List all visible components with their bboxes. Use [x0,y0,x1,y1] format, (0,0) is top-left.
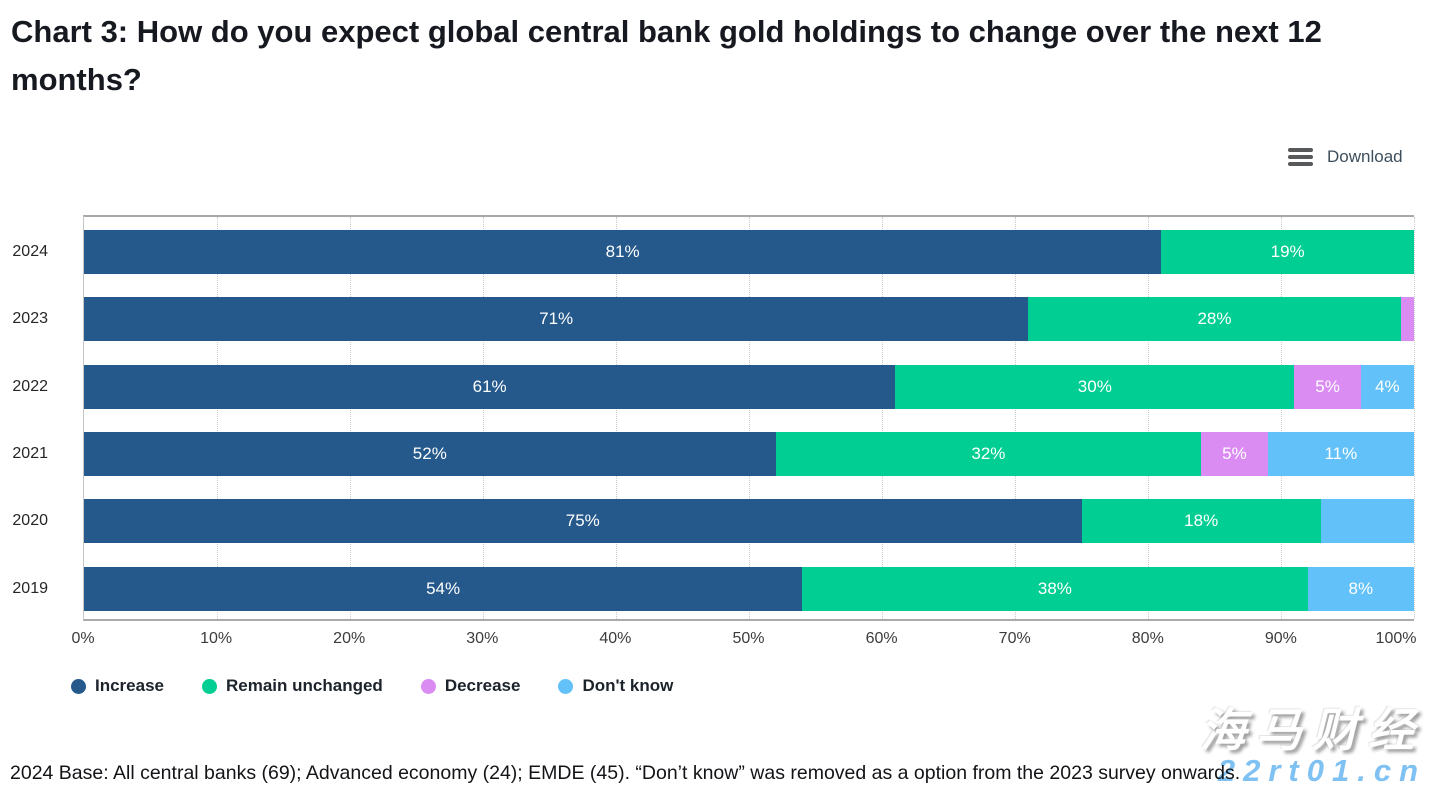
segment-increase-2022[interactable]: 61% [84,365,896,409]
x-tick-70%: 70% [998,630,1031,647]
gridline-80% [1148,217,1149,619]
segment-value-label: 8% [1348,579,1374,598]
segment-value-label: 38% [1037,579,1072,598]
segment-remain_unchanged-2019[interactable]: 38% [802,567,1308,611]
gridline-70% [1015,217,1016,619]
hamburger-menu-icon [1288,148,1313,166]
segment-increase-2024[interactable]: 81% [84,230,1162,274]
x-axis: 0% 10% 20% 30% 40% 50% 60% 70% 80% 90% 100% [0,630,1434,654]
gridline-30% [483,217,484,619]
gridline-50% [749,217,750,619]
segment-value-label: 4% [1375,377,1400,396]
legend: Increase Remain unchanged Decrease Don't kn… [71,676,673,696]
download-label: Download [1327,147,1403,166]
segment-value-label: 11% [1324,444,1358,463]
legend-item-remain_unchanged[interactable]: Remain unchanged [202,676,383,696]
x-tick-10%: 10% [200,630,233,647]
segment-value-label: 18% [1184,511,1219,530]
legend-item-increase[interactable]: Increase [71,676,164,696]
segment-increase-2023[interactable]: 71% [84,297,1029,341]
segment-remain_unchanged-2022[interactable]: 30% [895,365,1295,409]
watermark-chinese: 海马财经 [1200,703,1424,757]
legend-label-dont_know: Don't know [582,676,674,695]
segment-increase-2020[interactable]: 75% [84,499,1082,543]
segment-value-label: 19% [1270,242,1305,261]
segment-dont_know-2021[interactable]: 11% [1267,432,1414,476]
segment-remain_unchanged-2021[interactable]: 32% [775,432,1202,476]
bar-row-2019: 54% 38% 8% [84,567,1414,611]
legend-swatch-remain_unchanged [202,678,217,694]
segment-dont_know-2020[interactable] [1320,499,1414,543]
category-label-2022: 2022 [12,378,48,395]
bar-row-2023: 71% 28% [84,297,1414,341]
download-button[interactable]: Download [1288,147,1403,167]
segment-remain_unchanged-2020[interactable]: 18% [1081,499,1321,543]
footnote: 2024 Base: All central banks (69); Advan… [10,762,1241,784]
gridline-40% [616,217,617,619]
x-tick-20%: 20% [333,630,366,647]
bar-row-2021: 52% 32% 5% 11% [84,432,1414,476]
category-label-2021: 2021 [12,445,48,462]
segment-dont_know-2022[interactable]: 4% [1360,365,1414,409]
segment-value-label: 30% [1077,377,1112,396]
segment-value-label: 52% [412,444,447,463]
page-title: Chart 3: How do you expect global centra… [11,14,1322,98]
segment-decrease-2021[interactable]: 5% [1201,432,1268,476]
legend-swatch-dont_know [558,678,574,694]
legend-label-decrease: Decrease [444,676,521,695]
gridline-10% [217,217,218,619]
gridline-90% [1281,217,1282,619]
segment-increase-2021[interactable]: 52% [84,432,776,476]
segment-increase-2019[interactable]: 54% [84,567,803,611]
x-tick-90%: 90% [1264,630,1297,647]
x-tick-40%: 40% [599,630,632,647]
category-label-2020: 2020 [12,512,48,529]
watermark-url: 22rt01.cn [1217,753,1426,788]
segment-value-label: 61% [472,377,507,396]
segment-remain_unchanged-2024[interactable]: 19% [1161,230,1414,274]
segment-value-label: 81% [605,242,640,261]
segment-value-label: 5% [1315,377,1340,396]
x-tick-0%: 0% [71,630,95,647]
x-tick-100%: 100% [1375,630,1417,647]
bar-row-2024: 81% 19% [84,230,1414,274]
segment-value-label: 28% [1197,309,1232,328]
segment-decrease-2023[interactable] [1400,297,1414,341]
segment-value-label: 71% [539,309,574,328]
bar-row-2022: 61% 30% 5% 4% [84,365,1414,409]
segment-dont_know-2019[interactable]: 8% [1307,567,1414,611]
gridline-20% [350,217,351,619]
x-tick-30%: 30% [466,630,499,647]
legend-label-remain_unchanged: Remain unchanged [226,676,383,695]
segment-remain_unchanged-2023[interactable]: 28% [1028,297,1401,341]
segment-decrease-2022[interactable]: 5% [1294,365,1361,409]
segment-value-label: 32% [971,444,1006,463]
gridline-60% [882,217,883,619]
plot-area: 81% 19% 71% 28% 61% 30% 5% 4% 52% 32% 5% 11% 75% 18% 5… [83,215,1415,621]
gridline-100% [1414,217,1415,619]
segment-value-label: 75% [565,511,600,530]
legend-label-increase: Increase [95,676,164,695]
segment-value-label: 5% [1222,444,1247,463]
x-tick-50%: 50% [732,630,765,647]
segment-value-label: 54% [426,579,461,598]
legend-swatch-increase [71,678,86,694]
x-tick-80%: 80% [1131,630,1164,647]
bar-row-2020: 75% 18% [84,499,1414,543]
category-label-2023: 2023 [12,310,48,327]
category-label-2019: 2019 [12,580,48,597]
category-label-2024: 2024 [12,243,48,260]
legend-item-dont_know[interactable]: Don't know [558,676,673,696]
legend-item-decrease[interactable]: Decrease [420,676,521,696]
legend-swatch-decrease [420,678,436,694]
x-tick-60%: 60% [865,630,898,647]
